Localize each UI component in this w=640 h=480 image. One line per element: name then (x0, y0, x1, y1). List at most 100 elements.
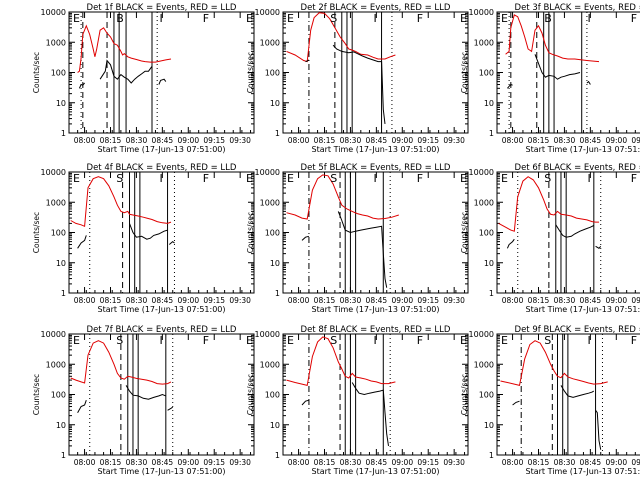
interval-letter: I (374, 12, 377, 25)
y-tick-label: 1000 (46, 38, 66, 47)
y-axis-label: Counts/sec (32, 212, 41, 253)
events-rate-line (78, 82, 85, 89)
interval-letter: I (588, 12, 591, 25)
interval-letter: F (417, 12, 423, 25)
interval-letter: E (287, 12, 294, 25)
events-rate-line (77, 400, 87, 413)
interval-letter: I (588, 334, 591, 347)
y-tick-label: 10000 (469, 8, 494, 17)
x-tick-label: 08:45 (366, 296, 388, 305)
lld-rate-line (500, 340, 608, 387)
y-axis-label: Counts/sec (246, 52, 255, 93)
y-axis-label: Counts/sec (32, 374, 41, 415)
y-tick-label: 1000 (260, 360, 280, 369)
events-rate-line (129, 223, 168, 240)
detector-panel: 1 10 100 1000 10000 08:00 08:15 08:30 08:45 09:00… (246, 325, 469, 476)
interval-letter: F (203, 334, 209, 347)
y-tick-label: 1000 (46, 198, 66, 207)
x-tick-label: 09:15 (631, 136, 640, 145)
y-tick-label: 10 (270, 259, 280, 268)
y-tick-label: 10000 (255, 8, 280, 17)
x-axis-label: Start Time (17-Jun-13 07:51:00) (98, 467, 226, 476)
events-rate-line (507, 83, 513, 89)
x-tick-label: 08:30 (126, 296, 148, 305)
x-tick-label: 08:45 (366, 458, 388, 467)
y-axis-label: Counts/sec (32, 52, 41, 93)
interval-letter: E (73, 12, 80, 25)
x-axis-label: Start Time (17-Jun-13 07:51:00) (312, 467, 440, 476)
x-tick-label: 09:15 (631, 296, 640, 305)
detector-panel: 1 10 100 1000 10000 08:00 08:15 08:30 08:45 09:00… (32, 3, 255, 154)
interval-letter: E (287, 172, 294, 185)
x-tick-label: 08:30 (340, 458, 362, 467)
panel-title: Det 2f BLACK = Events, RED = LLD (301, 3, 451, 13)
events-rate-line (168, 240, 175, 245)
events-rate-line (125, 385, 166, 400)
panel-title: Det 7f BLACK = Events, RED = LLD (87, 325, 237, 335)
x-tick-label: 08:15 (528, 136, 550, 145)
y-tick-label: 10 (56, 99, 66, 108)
events-rate-line (351, 382, 389, 446)
y-tick-label: 1000 (474, 38, 494, 47)
interval-letter: I (374, 172, 377, 185)
y-tick-label: 1 (61, 451, 66, 460)
x-axis-label: Start Time (17-Jun-13 07:51:00) (98, 145, 226, 154)
y-tick-label: 100 (51, 391, 66, 400)
y-tick-label: 10 (270, 421, 280, 430)
y-tick-label: 100 (51, 229, 66, 238)
x-tick-label: 08:15 (314, 136, 336, 145)
interval-letter: S (330, 172, 337, 185)
x-axis-label: Start Time (17-Jun-13 07:51:00) (312, 305, 440, 314)
interval-letter: S (330, 12, 337, 25)
y-tick-label: 1000 (260, 38, 280, 47)
x-tick-label: 08:45 (580, 136, 602, 145)
x-tick-label: 08:30 (340, 296, 362, 305)
interval-letter: I (374, 334, 377, 347)
y-tick-label: 10000 (41, 330, 66, 339)
detector-panel: 1 10 100 1000 10000 08:00 08:15 08:30 08:45 09:00… (460, 163, 640, 314)
events-rate-line (99, 59, 153, 84)
x-tick-label: 08:15 (314, 296, 336, 305)
events-rate-line (77, 235, 87, 249)
detector-panel: 1 10 100 1000 10000 08:00 08:15 08:30 08:45 09:00… (246, 163, 469, 314)
plot-frame (496, 11, 640, 134)
x-tick-label: 08:30 (340, 136, 362, 145)
x-tick-label: 08:15 (528, 458, 550, 467)
interval-letter: F (203, 172, 209, 185)
interval-letter: E (501, 172, 508, 185)
events-rate-line (301, 399, 310, 406)
x-tick-label: 09:00 (605, 458, 627, 467)
x-tick-label: 08:15 (100, 296, 122, 305)
lld-rate-line (77, 24, 172, 73)
panel-title: Det 5f BLACK = Events, RED = LLD (301, 163, 451, 173)
x-tick-label: 09:00 (177, 296, 199, 305)
x-tick-label: 08:00 (74, 458, 96, 467)
interval-letter: F (631, 172, 637, 185)
x-tick-label: 09:00 (391, 458, 413, 467)
interval-letter: S (544, 334, 551, 347)
x-tick-label: 08:30 (126, 458, 148, 467)
x-tick-label: 08:30 (554, 458, 576, 467)
x-tick-label: 08:00 (288, 296, 310, 305)
interval-letter: F (417, 172, 423, 185)
panel-title: Det 4f BLACK = Events, RED = LLD (87, 163, 237, 173)
lld-rate-line (70, 340, 172, 385)
lld-rate-line (286, 174, 399, 220)
interval-letter: F (631, 334, 637, 347)
interval-letter: E (73, 172, 80, 185)
y-tick-label: 10 (56, 259, 66, 268)
y-axis-label: Counts/sec (246, 212, 255, 253)
detector-panel: 1 10 100 1000 10000 08:00 08:15 08:30 08:45 09:00… (460, 325, 640, 476)
x-tick-label: 08:00 (74, 296, 96, 305)
y-tick-label: 10000 (255, 168, 280, 177)
events-rate-line (305, 59, 310, 63)
lld-rate-line (286, 336, 396, 387)
x-tick-label: 08:00 (502, 296, 524, 305)
y-tick-label: 1 (489, 129, 494, 138)
y-tick-label: 10 (484, 421, 494, 430)
y-tick-label: 10000 (469, 168, 494, 177)
y-tick-label: 1 (275, 289, 280, 298)
events-rate-line (337, 211, 388, 288)
interval-letter: I (160, 12, 163, 25)
interval-letter: S (116, 334, 123, 347)
